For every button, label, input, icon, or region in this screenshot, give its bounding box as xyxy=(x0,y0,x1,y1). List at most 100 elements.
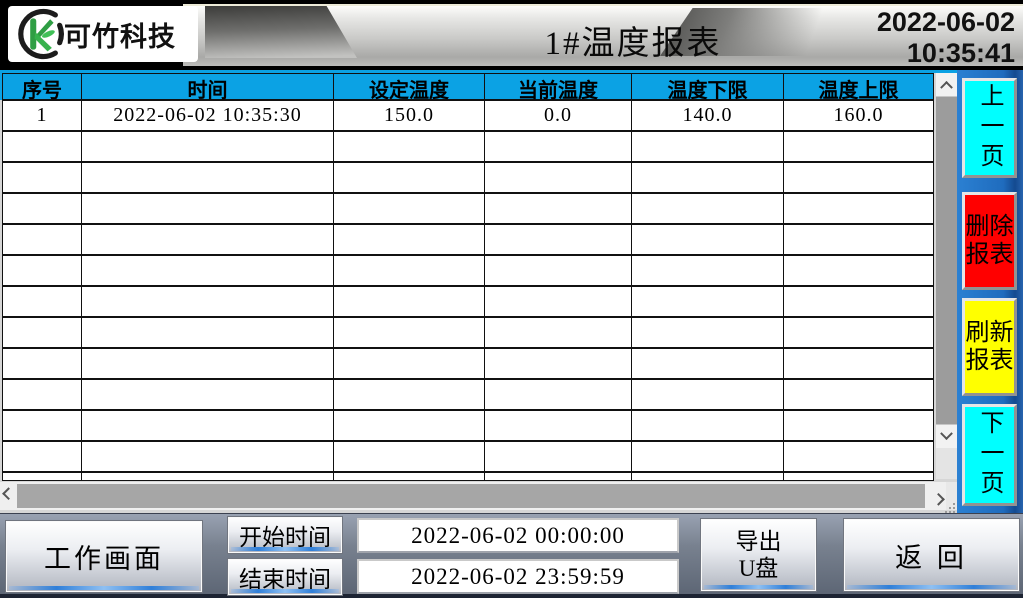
cell-time: 2022-06-02 10:35:30 xyxy=(82,101,334,130)
empty-cell xyxy=(82,132,334,161)
end-time-input[interactable]: 2022-06-02 23:59:59 xyxy=(357,559,679,594)
bottom-bar: 工作画面 开始时间 结束时间 2022-06-02 00:00:00 2022-… xyxy=(0,513,1023,598)
empty-cell xyxy=(784,132,933,161)
empty-cell xyxy=(334,194,485,223)
col-header-temp-high: 温度上限 xyxy=(818,80,899,102)
empty-cell xyxy=(485,194,632,223)
back-button[interactable]: 返 回 xyxy=(843,518,1020,592)
empty-cell xyxy=(82,442,334,471)
work-screen-label: 工作画面 xyxy=(44,544,164,574)
table-top-accent xyxy=(0,70,957,73)
vertical-scrollbar[interactable] xyxy=(936,73,957,479)
table-row-empty xyxy=(3,225,933,256)
empty-cell xyxy=(334,225,485,254)
table-row-empty xyxy=(3,349,933,380)
cell-temp-low: 140.0 xyxy=(632,101,784,130)
start-time-value: 2022-06-02 00:00:00 xyxy=(411,522,625,548)
empty-cell xyxy=(334,287,485,316)
horizontal-scrollbar[interactable] xyxy=(0,482,946,510)
start-time-input[interactable]: 2022-06-02 00:00:00 xyxy=(357,518,679,553)
bamboo-k-icon xyxy=(18,8,64,60)
empty-cell xyxy=(784,473,933,480)
col-header-time: 时间 xyxy=(82,74,334,103)
empty-cell xyxy=(784,411,933,440)
empty-cell xyxy=(334,349,485,378)
empty-cell xyxy=(485,132,632,161)
back-label: 返 回 xyxy=(895,542,968,573)
empty-cell xyxy=(784,225,933,254)
start-time-label: 开始时间 xyxy=(239,525,331,550)
table-row-empty xyxy=(3,287,933,318)
empty-cell xyxy=(485,287,632,316)
table-row-empty xyxy=(3,132,933,163)
work-screen-button[interactable]: 工作画面 xyxy=(5,520,203,593)
empty-cell xyxy=(3,442,82,471)
start-time-label-button[interactable]: 开始时间 xyxy=(227,516,343,554)
empty-cell xyxy=(784,318,933,347)
scroll-left-button[interactable] xyxy=(0,482,16,510)
empty-cell xyxy=(632,256,784,285)
vertical-scroll-track[interactable] xyxy=(936,448,957,479)
logo: 可竹科技 xyxy=(8,6,198,62)
empty-cell xyxy=(632,349,784,378)
prev-page-button[interactable]: 上一页 xyxy=(962,78,1017,178)
end-time-label-button[interactable]: 结束时间 xyxy=(227,558,343,596)
empty-cell xyxy=(632,411,784,440)
col-header-current-temp: 当前温度 xyxy=(485,74,632,103)
table-row-empty xyxy=(3,380,933,411)
empty-cell xyxy=(3,411,82,440)
empty-cell xyxy=(82,163,334,192)
cell-index: 1 xyxy=(3,101,82,130)
empty-cell xyxy=(632,194,784,223)
table-row-empty xyxy=(3,473,933,480)
empty-cell xyxy=(82,473,334,480)
scroll-right-button[interactable] xyxy=(930,482,946,510)
table-header-row: 序号 时间 设定温度 当前温度 温度下限 温度上限 xyxy=(3,74,933,103)
empty-cell xyxy=(632,442,784,471)
refresh-report-button[interactable]: 刷新报表 xyxy=(962,298,1017,396)
empty-cell xyxy=(82,287,334,316)
end-time-value: 2022-06-02 23:59:59 xyxy=(411,563,625,589)
empty-cell xyxy=(485,318,632,347)
empty-cell xyxy=(334,380,485,409)
scroll-up-button[interactable] xyxy=(936,73,957,97)
empty-cell xyxy=(632,163,784,192)
table-row-empty xyxy=(3,256,933,287)
empty-cell xyxy=(82,256,334,285)
cell-temp-high: 160.0 xyxy=(833,104,884,126)
empty-cell xyxy=(3,256,82,285)
table-row-empty xyxy=(3,411,933,442)
chevron-right-icon xyxy=(931,492,945,506)
empty-cell xyxy=(485,380,632,409)
delete-report-button[interactable]: 删除报表 xyxy=(962,192,1017,290)
empty-cell xyxy=(784,194,933,223)
empty-cell xyxy=(334,411,485,440)
end-time-label: 结束时间 xyxy=(239,567,331,592)
empty-cell xyxy=(485,473,632,480)
export-usb-button[interactable]: 导出 U盘 xyxy=(700,518,817,592)
empty-cell xyxy=(485,411,632,440)
empty-cell xyxy=(784,380,933,409)
empty-cell xyxy=(784,349,933,378)
empty-cell xyxy=(334,318,485,347)
empty-cell xyxy=(334,473,485,480)
empty-cell xyxy=(485,442,632,471)
empty-cell xyxy=(3,473,82,480)
empty-cell xyxy=(334,256,485,285)
table-row-empty xyxy=(3,163,933,194)
next-page-label: 下一页 xyxy=(976,410,1002,500)
horizontal-scroll-thumb[interactable] xyxy=(17,484,925,508)
table-row-empty xyxy=(3,318,933,349)
empty-cell xyxy=(632,380,784,409)
empty-cell xyxy=(632,473,784,480)
empty-cell xyxy=(632,287,784,316)
empty-cell xyxy=(3,349,82,378)
empty-cell xyxy=(632,225,784,254)
empty-cell xyxy=(632,318,784,347)
scroll-down-button[interactable] xyxy=(936,424,957,448)
empty-cell xyxy=(485,349,632,378)
chevron-down-icon xyxy=(940,427,953,441)
next-page-button[interactable]: 下一页 xyxy=(962,404,1017,506)
empty-cell xyxy=(485,225,632,254)
empty-cell xyxy=(485,256,632,285)
